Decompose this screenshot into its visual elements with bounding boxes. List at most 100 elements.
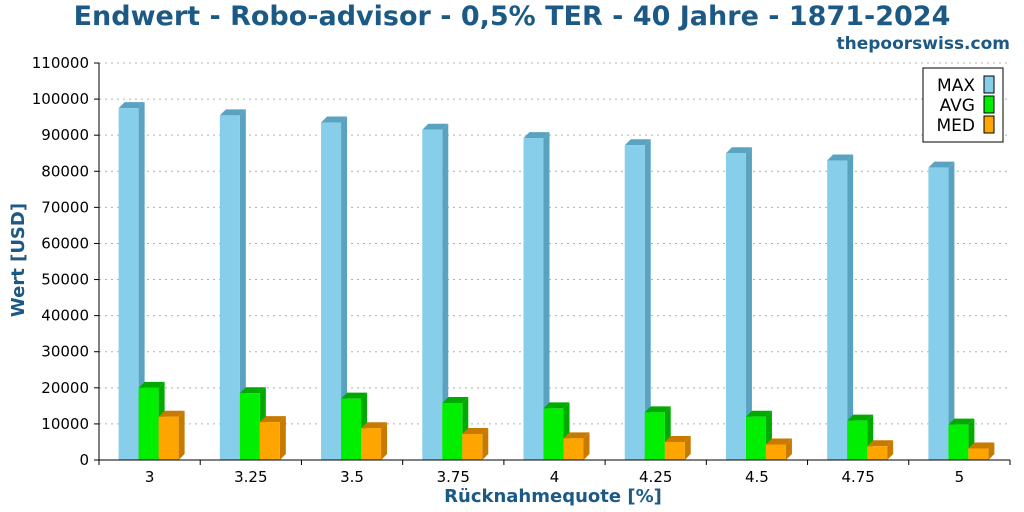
- bar-top: [422, 123, 449, 130]
- bar-med: [361, 422, 388, 460]
- bar-med: [259, 416, 286, 460]
- bar-avg: [644, 406, 671, 460]
- bar-front: [968, 448, 989, 460]
- bar-front: [725, 153, 746, 460]
- bar-front: [664, 441, 685, 460]
- bar-top: [827, 154, 854, 161]
- bar-top: [867, 440, 894, 447]
- bar-top: [341, 392, 368, 399]
- bar-front: [867, 446, 888, 460]
- bar-side: [381, 422, 388, 460]
- legend-label-max: MAX: [937, 76, 975, 96]
- bar-front: [422, 129, 443, 460]
- bar-front: [827, 160, 848, 461]
- bar-side: [482, 428, 489, 460]
- bar-med: [867, 440, 894, 460]
- x-tick-label: 3.25: [234, 468, 267, 486]
- y-tick-label: 50000: [41, 271, 89, 289]
- y-tick-label: 80000: [41, 162, 89, 180]
- bar-front: [361, 428, 382, 460]
- x-tick-label: 3.5: [340, 468, 364, 486]
- bar-top: [563, 432, 590, 439]
- bar-front: [138, 387, 159, 460]
- bar-top: [442, 396, 469, 403]
- y-tick-label: 20000: [41, 379, 89, 397]
- bar-front: [928, 167, 949, 460]
- bar-top: [644, 406, 671, 413]
- bar-front: [341, 398, 362, 460]
- bar-side: [138, 102, 145, 460]
- bar-front: [219, 115, 240, 460]
- bar-side: [684, 435, 691, 460]
- bar-side: [948, 161, 955, 460]
- bar-side: [785, 438, 792, 460]
- bar-front: [118, 108, 139, 460]
- bar-side: [442, 123, 449, 460]
- x-tick-label: 5: [955, 468, 965, 486]
- bar-med: [563, 432, 590, 460]
- x-tick-label: 3.75: [437, 468, 470, 486]
- bar-side: [543, 132, 550, 460]
- bar-side: [279, 416, 286, 460]
- legend-swatch-med: [983, 115, 995, 134]
- y-tick-label: 0: [79, 451, 89, 469]
- bar-max: [219, 109, 246, 460]
- y-tick-label: 10000: [41, 415, 89, 433]
- bar-front: [563, 438, 584, 460]
- bar-top: [968, 442, 995, 449]
- bar-med: [968, 442, 995, 460]
- bar-top: [928, 161, 955, 168]
- bar-top: [543, 402, 570, 409]
- bar-side: [239, 109, 246, 460]
- bar-front: [259, 422, 280, 460]
- bar-front: [321, 122, 342, 461]
- x-tick-labels: 3 3.25 3.5 3.75 4 4.25 4.5 4.75 5: [145, 468, 964, 486]
- bars: [118, 102, 995, 461]
- bar-front: [765, 444, 786, 460]
- legend-label-avg: AVG: [940, 96, 975, 116]
- bar-side: [887, 440, 894, 460]
- bar-front: [442, 402, 463, 460]
- legend-swatch-avg: [983, 95, 995, 114]
- bar-front: [624, 145, 645, 460]
- y-tick-label: 70000: [41, 198, 89, 216]
- bar-top: [847, 414, 874, 421]
- bar-top: [321, 116, 348, 123]
- bar-top: [158, 410, 185, 417]
- bar-front: [523, 138, 544, 460]
- x-tick-label: 4.5: [745, 468, 769, 486]
- y-tick-labels: 0 10000 20000 30000 40000 50000 60000 70000 8000…: [32, 54, 89, 469]
- axes: [94, 62, 1011, 465]
- y-tick-label: 90000: [41, 126, 89, 144]
- bar-front: [462, 434, 483, 460]
- bar-med: [158, 410, 185, 460]
- bar-front: [644, 412, 665, 460]
- bar-max: [725, 147, 752, 460]
- bar-side: [847, 154, 854, 461]
- y-tick-label: 30000: [41, 343, 89, 361]
- bar-top: [239, 387, 266, 394]
- bar-top: [138, 381, 165, 388]
- bar-top: [259, 416, 286, 423]
- bar-top: [361, 422, 388, 429]
- bar-top: [219, 109, 246, 116]
- bar-med: [664, 435, 691, 460]
- legend: MAX AVG MED: [922, 67, 1004, 143]
- bar-med: [765, 438, 792, 460]
- bar-max: [523, 132, 550, 460]
- bar-top: [118, 102, 145, 109]
- legend-swatch-max: [983, 75, 995, 94]
- x-axis-label: Rücknahmequote [%]: [444, 486, 662, 507]
- x-tick-label: 4.25: [639, 468, 672, 486]
- bar-max: [422, 123, 449, 460]
- bar-max: [827, 154, 854, 461]
- bar-max: [928, 161, 955, 460]
- y-tick-label: 40000: [41, 307, 89, 325]
- bar-top: [725, 147, 752, 154]
- bar-front: [847, 420, 868, 460]
- y-tick-label: 60000: [41, 234, 89, 252]
- y-tick-label: 100000: [32, 90, 89, 108]
- bar-side: [341, 116, 348, 461]
- x-tick-label: 4.75: [841, 468, 874, 486]
